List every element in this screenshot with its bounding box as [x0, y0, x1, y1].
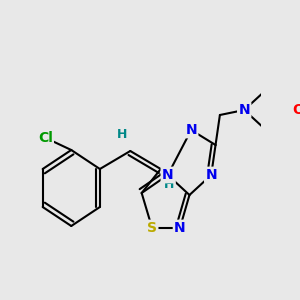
- Text: N: N: [174, 221, 186, 235]
- Text: Cl: Cl: [38, 131, 52, 145]
- Text: N: N: [185, 123, 197, 137]
- Text: H: H: [164, 178, 175, 191]
- Text: S: S: [147, 221, 157, 235]
- Text: N: N: [206, 168, 217, 182]
- Text: N: N: [162, 168, 174, 182]
- Text: N: N: [238, 103, 250, 117]
- Text: O: O: [292, 103, 300, 117]
- Text: H: H: [116, 128, 127, 142]
